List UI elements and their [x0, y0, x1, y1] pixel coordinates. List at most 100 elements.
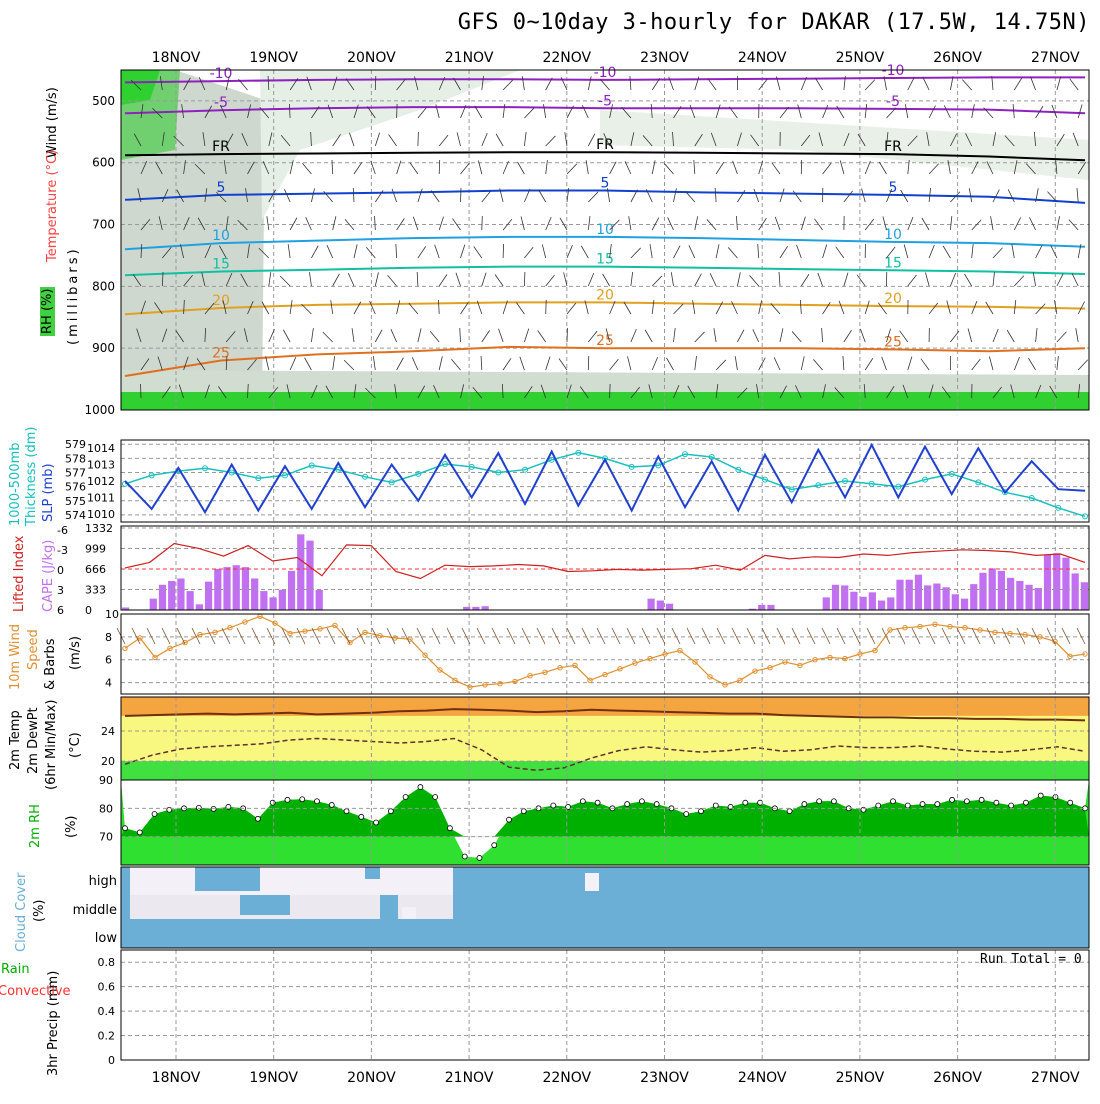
rh2m-point: [152, 812, 157, 817]
date-label-top: 23NOV: [640, 50, 689, 66]
precip-tick-label: 0.6: [98, 981, 116, 994]
wind-barb: [798, 104, 802, 118]
wind-barb: [908, 160, 909, 174]
precip-convective-label: Convective: [0, 984, 71, 999]
thickness-tick-label: 574: [65, 509, 86, 522]
cape-bar: [758, 605, 765, 610]
rh2m-point: [521, 809, 526, 814]
wind10-barb: [522, 628, 530, 644]
temp-contour-label: -10: [210, 66, 233, 82]
wind-barb: [311, 246, 318, 258]
precip-tick-label: 0.8: [98, 956, 116, 969]
wind10-label-1: 10m Wind: [8, 624, 23, 690]
wind-barb: [418, 189, 422, 202]
thickness-tick-label: 579: [65, 438, 86, 451]
wind-barb: [333, 216, 336, 230]
wind-barb: [418, 246, 426, 258]
cape-bar: [187, 591, 194, 610]
cloud-layer-label: high: [89, 874, 117, 889]
cloud-high-gap: [585, 873, 599, 891]
cape-bar: [205, 582, 212, 610]
wind10-tick-label: 6: [105, 654, 112, 667]
rh2m-point: [802, 802, 807, 807]
rh2m-tick-label: 80: [99, 802, 113, 815]
rh2m-point: [817, 799, 822, 804]
wind10-barb: [942, 628, 950, 644]
wind10-barb: [537, 628, 545, 644]
wind10-barb: [237, 628, 245, 644]
wind10-barb: [252, 628, 260, 644]
wind-barb: [1036, 246, 1042, 258]
wind-barb: [375, 272, 378, 286]
wind-barb: [461, 163, 470, 174]
temp-contour-label: 10: [596, 222, 614, 238]
slp-tick-label: 1012: [87, 475, 115, 488]
wind-barb: [715, 188, 716, 202]
cape-bar: [1035, 588, 1042, 610]
wind-barb: [524, 329, 528, 342]
cloud-middle-patch: [240, 895, 290, 915]
slp-tick-label: 1010: [87, 508, 115, 521]
rh2m-point: [123, 826, 128, 831]
date-label-top: 20NOV: [347, 50, 396, 66]
wind-barb: [1077, 188, 1078, 202]
rh2m-point: [329, 802, 334, 807]
rh2m-point: [935, 802, 940, 807]
wind-barb: [482, 273, 486, 286]
lifted-index-label: Lifted Index: [12, 536, 27, 612]
cape-bar: [952, 594, 959, 610]
wind10-barb: [492, 628, 500, 644]
date-label-bottom: 20NOV: [347, 1070, 396, 1086]
wind10-tick-label: 4: [105, 677, 112, 690]
wind-barb: [495, 275, 503, 286]
cape-bar: [223, 567, 230, 610]
wind10-barb: [687, 628, 695, 644]
rh2m-label: 2m RH: [28, 804, 43, 848]
wind-barb: [503, 161, 508, 174]
wind-barb: [922, 218, 929, 230]
wind-barb: [1012, 244, 1014, 258]
rh2m-point: [699, 809, 704, 814]
temp-contour-15: [125, 267, 1085, 276]
wind-barb: [349, 133, 354, 146]
wind-barb: [1072, 273, 1078, 286]
temp-contour-label: -5: [214, 95, 228, 111]
cape-bar: [823, 597, 830, 610]
pressure-tick-label: 900: [92, 341, 115, 355]
cape-bar: [979, 573, 986, 610]
cape-bar: [260, 591, 267, 610]
cape-bar: [168, 581, 175, 610]
wind-barb: [546, 357, 550, 370]
cape-tick-label: 333: [85, 584, 106, 597]
wind-barb: [969, 188, 971, 202]
cape-bar: [915, 575, 922, 610]
wind-barb: [539, 190, 546, 202]
wind-barb: [716, 360, 726, 370]
wind-barb: [439, 135, 448, 146]
wind-barb: [290, 357, 296, 370]
wind10-barb: [927, 628, 935, 644]
wind-barb: [302, 163, 311, 174]
cape-bar: [767, 605, 774, 610]
wind-barb: [710, 273, 716, 286]
wind10-barb: [702, 628, 710, 644]
date-label-top: 27NOV: [1031, 50, 1080, 66]
wind10-barb: [792, 628, 800, 644]
cloud-layer-label: middle: [73, 903, 117, 918]
temp-contour-label: 5: [601, 176, 610, 192]
wind-barb: [327, 245, 333, 258]
rh2m-point: [831, 799, 836, 804]
wind-barb: [311, 188, 314, 202]
wind-barb: [716, 162, 724, 174]
wind-barb: [588, 134, 595, 146]
temp-contour-label: -10: [882, 63, 905, 79]
wind-barb: [1057, 356, 1058, 370]
wind10-tick-label: 8: [105, 631, 112, 644]
wind10-barb: [882, 628, 890, 644]
pressure-label: (millibars): [66, 246, 81, 345]
wind-barb: [370, 301, 376, 314]
cape-tick-label: 666: [85, 563, 106, 576]
wind10-label-2: Speed: [26, 629, 41, 670]
wind-barb: [438, 300, 439, 314]
